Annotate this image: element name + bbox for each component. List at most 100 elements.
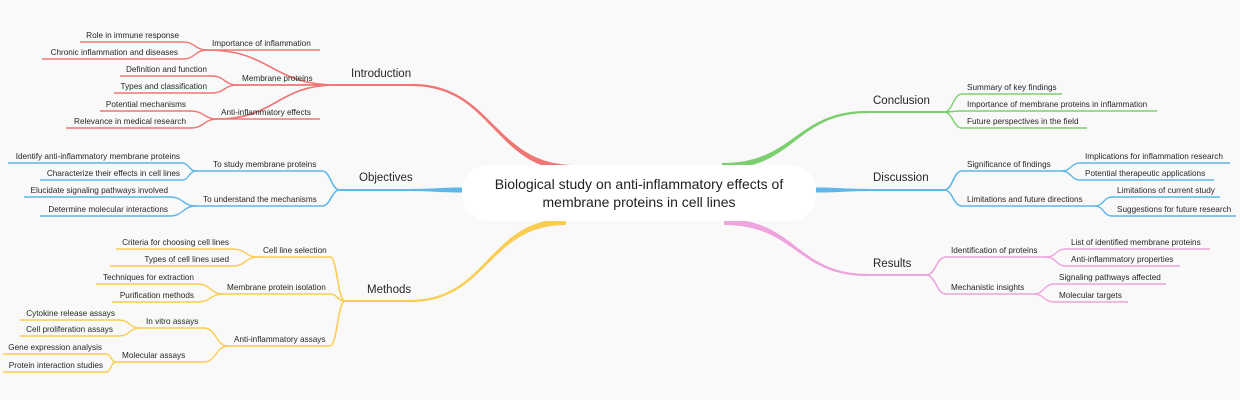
edge-methods-sub-1 <box>329 293 346 302</box>
branch-results[interactable]: Results <box>873 258 912 270</box>
edge-understand-leaf-0 <box>169 196 197 207</box>
edge-root-objectives <box>412 187 462 193</box>
branch-objectives[interactable]: Objectives <box>359 172 413 184</box>
edge-assays-invitro <box>203 327 229 347</box>
edge-conclusion-leaf-2 <box>943 111 963 129</box>
leaf-anti-inflammatory-properties[interactable]: Anti-inflammatory properties <box>1071 255 1174 264</box>
edge-assays-molecular <box>203 345 229 363</box>
leaf-relevance-in-medical-research[interactable]: Relevance in medical research <box>74 117 186 126</box>
edge-mechanistic-leaf-1 <box>1033 293 1055 303</box>
edge-molecular-leaf-0 <box>105 353 117 363</box>
edge-discussion-sub-0 <box>943 170 963 191</box>
leaf-cytokine-release[interactable]: Cytokine release assays <box>26 309 115 318</box>
subtopic-in-vitro-assays[interactable]: In vitro assays <box>146 317 199 326</box>
subtopic-importance-of-inflammation[interactable]: Importance of inflammation <box>212 39 311 48</box>
edge-introduction-sub-0 <box>206 49 337 86</box>
edge-results-sub-1 <box>925 274 947 295</box>
edge-cellline-leaf-0 <box>232 248 259 258</box>
leaf-summary-key-findings[interactable]: Summary of key findings <box>967 83 1057 92</box>
edge-study-leaf-0 <box>181 162 197 172</box>
leaf-suggestions-future-research[interactable]: Suggestions for future research <box>1117 205 1232 214</box>
edge-invitro-leaf-1 <box>118 327 141 337</box>
branch-introduction[interactable]: Introduction <box>351 68 412 80</box>
edge-isolation-leaf-1 <box>197 293 224 303</box>
leaf-limitations-current-study[interactable]: Limitations of current study <box>1117 186 1215 195</box>
subtopic-significance-of-findings[interactable]: Significance of findings <box>967 160 1051 169</box>
edge-conclusion-leaf-0 <box>943 93 963 113</box>
leaf-implications[interactable]: Implications for inflammation research <box>1085 152 1223 161</box>
branch-conclusion[interactable]: Conclusion <box>873 95 930 107</box>
leaf-therapeutic-applications[interactable]: Potential therapeutic applications <box>1085 169 1206 178</box>
edge-objectives-sub-1 <box>321 189 341 207</box>
edge-methods-sub-2 <box>329 300 346 347</box>
edge-significance-leaf-0 <box>1061 162 1081 172</box>
leaf-purification-methods[interactable]: Purification methods <box>119 291 194 300</box>
edge-limitations-leaf-0 <box>1094 196 1113 207</box>
subtopic-anti-inflammatory-effects[interactable]: Anti-inflammatory effects <box>221 108 311 117</box>
subtopic-to-understand-mechanisms[interactable]: To understand the mechanisms <box>203 195 317 204</box>
leaf-definition-and-function[interactable]: Definition and function <box>125 65 207 74</box>
edge-antiinflam-leaf-1 <box>190 118 218 129</box>
leaf-potential-mechanisms[interactable]: Potential mechanisms <box>105 100 186 109</box>
edge-understand-leaf-1 <box>169 205 197 217</box>
subtopic-cell-line-selection[interactable]: Cell line selection <box>263 246 327 255</box>
leaf-techniques-extraction[interactable]: Techniques for extraction <box>102 273 194 282</box>
leaf-gene-expression[interactable]: Gene expression analysis <box>8 343 102 352</box>
edge-cellline-leaf-1 <box>232 256 259 267</box>
edge-root-introduction <box>412 83 575 171</box>
edge-limitations-leaf-1 <box>1094 205 1113 217</box>
edge-membrane-leaf-0 <box>211 75 238 86</box>
edge-root-discussion <box>816 187 868 193</box>
leaf-role-in-immune-response[interactable]: Role in immune response <box>86 31 179 40</box>
edge-significance-leaf-1 <box>1061 170 1081 181</box>
leaf-chronic-inflammation[interactable]: Chronic inflammation and diseases <box>50 48 178 57</box>
leaf-protein-interaction[interactable]: Protein interaction studies <box>8 361 103 370</box>
subtopic-anti-inflammatory-assays[interactable]: Anti-inflammatory assays <box>234 335 326 344</box>
edge-antiinflam-leaf-0 <box>190 110 218 120</box>
edge-discussion-sub-1 <box>943 189 963 207</box>
edge-invitro-leaf-0 <box>118 319 141 329</box>
leaf-determine-interactions[interactable]: Determine molecular interactions <box>48 205 168 214</box>
edge-study-leaf-1 <box>181 170 197 181</box>
subtopic-membrane-protein-isolation[interactable]: Membrane protein isolation <box>227 283 326 292</box>
edge-root-conclusion <box>722 110 868 169</box>
edge-importance-leaf-1 <box>182 49 208 60</box>
leaf-cell-proliferation[interactable]: Cell proliferation assays <box>26 325 113 334</box>
branch-discussion[interactable]: Discussion <box>873 172 929 184</box>
leaf-types-cell-lines[interactable]: Types of cell lines used <box>144 255 229 264</box>
leaf-importance-membrane-proteins[interactable]: Importance of membrane proteins in infla… <box>967 100 1148 109</box>
edge-objectives-sub-0 <box>321 170 341 191</box>
edge-mechanistic-leaf-0 <box>1033 283 1055 295</box>
edge-introduction-sub-2 <box>216 84 337 120</box>
subtopic-molecular-assays[interactable]: Molecular assays <box>122 351 186 360</box>
edge-molecular-leaf-1 <box>105 361 117 373</box>
leaf-identify-proteins[interactable]: Identify anti-inflammatory membrane prot… <box>15 152 180 161</box>
edge-identification-leaf-1 <box>1045 256 1067 267</box>
leaf-characterize-effects[interactable]: Characterize their effects in cell lines <box>46 169 180 178</box>
leaf-signaling-pathways[interactable]: Signaling pathways affected <box>1059 273 1161 282</box>
leaf-criteria-cell-lines[interactable]: Criteria for choosing cell lines <box>122 238 229 247</box>
edge-membrane-leaf-1 <box>211 84 238 94</box>
leaf-list-identified-proteins[interactable]: List of identified membrane proteins <box>1071 238 1201 247</box>
subtopic-mechanistic-insights[interactable]: Mechanistic insights <box>951 283 1025 292</box>
leaf-molecular-targets[interactable]: Molecular targets <box>1059 291 1122 300</box>
edge-root-results <box>724 219 868 277</box>
edge-isolation-leaf-0 <box>197 283 224 295</box>
subtopic-identification-of-proteins[interactable]: Identification of proteins <box>951 246 1038 255</box>
edge-importance-leaf-0 <box>182 41 208 51</box>
root-topic[interactable]: Biological study on anti-inflammatory ef… <box>462 165 816 221</box>
leaf-types-and-classification[interactable]: Types and classification <box>120 82 207 91</box>
leaf-future-perspectives[interactable]: Future perspectives in the field <box>967 117 1079 126</box>
edge-methods-sub-0 <box>329 256 346 302</box>
leaf-elucidate-signaling[interactable]: Elucidate signaling pathways involved <box>30 186 168 195</box>
subtopic-limitations-and-future[interactable]: Limitations and future directions <box>967 195 1083 204</box>
root-topic-line2: membrane proteins in cell lines <box>542 194 736 210</box>
edge-results-sub-0 <box>925 256 947 276</box>
edge-identification-leaf-0 <box>1045 248 1067 258</box>
edge-root-methods <box>410 219 566 303</box>
branch-methods[interactable]: Methods <box>367 284 412 296</box>
subtopic-to-study-membrane-proteins[interactable]: To study membrane proteins <box>213 160 317 169</box>
subtopic-membrane-proteins[interactable]: Membrane proteins <box>242 74 313 83</box>
